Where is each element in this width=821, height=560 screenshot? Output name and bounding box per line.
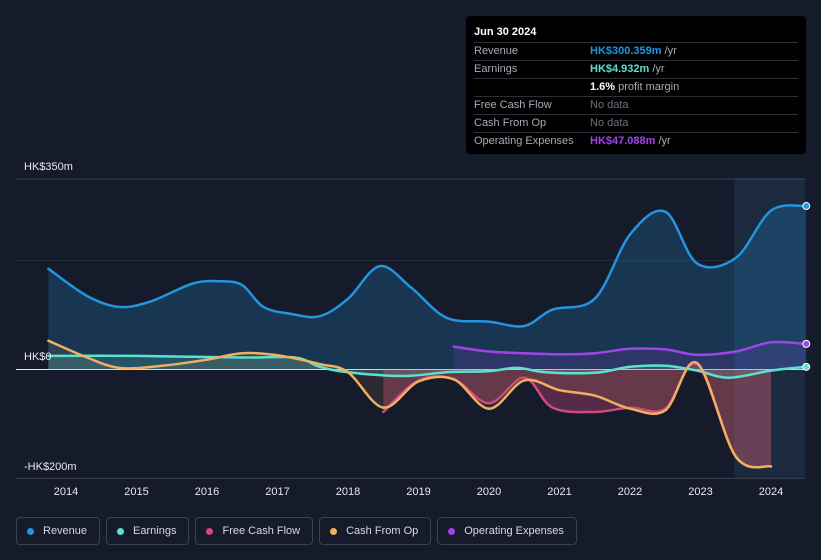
tooltip-row: Revenue HK$300.359m/yr [474, 42, 798, 60]
x-tick-2019: 2019 [406, 486, 430, 498]
tooltip-row: Earnings HK$4.932m/yr [474, 60, 798, 78]
legend-dot-icon [117, 527, 125, 535]
x-tick-2022: 2022 [618, 486, 642, 498]
legend-item-free-cash-flow[interactable]: Free Cash Flow [195, 517, 314, 545]
tooltip-row-label: Earnings [474, 63, 518, 75]
x-tick-2017: 2017 [265, 486, 289, 498]
series-lines [47, 204, 808, 469]
tooltip-row-value: 1.6% [590, 81, 616, 93]
forecast-highlight-band [734, 178, 805, 478]
tooltip-row-unit: /yr [652, 63, 665, 75]
line-earnings [47, 354, 808, 379]
legend-label: Operating Expenses [464, 525, 564, 537]
endpoint-earnings [802, 362, 811, 371]
legend-item-operating-expenses[interactable]: Operating Expenses [437, 517, 577, 545]
tooltip-date: Jun 30 2024 [474, 26, 537, 38]
tooltip-rows: Revenue HK$300.359m/yr Earnings HK$4.932m/y… [474, 42, 798, 150]
x-tick-2018: 2018 [336, 486, 360, 498]
legend-label: Revenue [43, 525, 88, 537]
x-tick-2015: 2015 [124, 486, 148, 498]
x-tick-2024: 2024 [759, 486, 783, 498]
x-tick-2023: 2023 [688, 486, 712, 498]
y-label-bottom: -HK$200m [24, 461, 77, 473]
legend-dot-icon [448, 527, 456, 535]
legend-item-revenue[interactable]: Revenue [16, 517, 101, 545]
tooltip-row: 1.6% profit margin [474, 78, 798, 96]
x-tick-2021: 2021 [547, 486, 571, 498]
series-areas [48, 205, 807, 468]
area-earnings [48, 355, 807, 378]
endpoint-revenue [802, 202, 811, 211]
area-opex [453, 341, 807, 370]
endpoint-opex [802, 339, 811, 348]
area-fcf [383, 363, 771, 468]
y-axis: HK$350m HK$0 -HK$200m [24, 161, 77, 473]
series-endpoints [802, 202, 811, 371]
tooltip-row-value: No data [590, 99, 629, 111]
tooltip-row-unit: /yr [664, 45, 677, 57]
legend-item-earnings[interactable]: Earnings [106, 517, 190, 545]
y-label-top: HK$350m [24, 161, 73, 173]
tooltip-row-unit: profit margin [618, 81, 680, 93]
tooltip-row-value: HK$300.359m [590, 45, 662, 57]
legend-label: Cash From Op [346, 525, 419, 537]
legend-label: Free Cash Flow [222, 525, 301, 537]
tooltip-row: Free Cash Flow No data [474, 96, 798, 114]
tooltip-row-value: HK$4.932m [590, 63, 650, 75]
tooltip-row-label: Revenue [474, 45, 519, 57]
line-revenue [47, 204, 808, 328]
tooltip-row-unit: /yr [658, 135, 671, 147]
area-revenue [48, 205, 807, 370]
x-tick-2016: 2016 [195, 486, 219, 498]
legend-label: Earnings [133, 525, 177, 537]
line-cfo [47, 339, 773, 469]
legend-dot-icon [27, 527, 34, 535]
tooltip-row-label: Cash From Op [474, 117, 547, 129]
legend-dot-icon [206, 527, 214, 535]
y-label-zero: HK$0 [24, 351, 52, 363]
line-opex [452, 340, 808, 357]
legend-dot-icon [330, 527, 338, 535]
chart-legend: Revenue Earnings Free Cash Flow Cash From O… [16, 517, 577, 545]
tooltip-row-label [474, 79, 590, 96]
data-tooltip: Jun 30 2024 Revenue HK$300.359m/yr Earning… [466, 16, 806, 154]
tooltip-row-value: HK$47.088m [590, 135, 656, 147]
tooltip-row-label: Free Cash Flow [474, 99, 552, 111]
tooltip-row: Operating Expenses HK$47.088m/yr [474, 132, 798, 150]
grid-lines [16, 178, 805, 479]
legend-item-cash-from-op[interactable]: Cash From Op [319, 517, 432, 545]
tooltip-row-value: No data [590, 117, 629, 129]
x-tick-2014: 2014 [54, 486, 78, 498]
x-axis: 2014 2015 2016 2017 2018 2019 2020 2021 2022 2023… [54, 486, 783, 498]
tooltip-row-label: Operating Expenses [474, 135, 574, 147]
tooltip-row: Cash From Op No data [474, 114, 798, 132]
x-tick-2020: 2020 [477, 486, 501, 498]
